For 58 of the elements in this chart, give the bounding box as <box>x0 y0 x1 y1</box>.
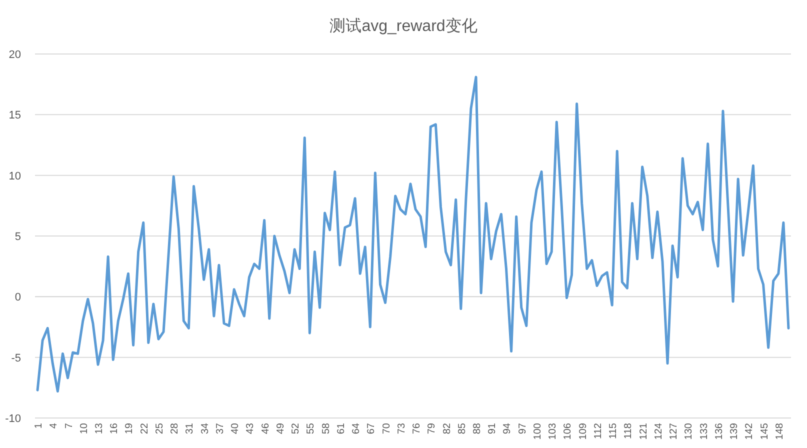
x-tick-label: 103 <box>548 422 559 440</box>
x-tick-label: 133 <box>698 422 710 440</box>
y-tick-label: 0 <box>14 292 21 304</box>
y-tick-label: 15 <box>8 110 21 122</box>
x-tick-label: 13 <box>94 422 105 434</box>
x-tick-label: 121 <box>638 422 650 440</box>
x-tick-label: 106 <box>562 422 574 440</box>
x-tick-label: 31 <box>184 422 196 434</box>
x-tick-label: 82 <box>442 422 453 434</box>
x-tick-label: 49 <box>275 422 286 434</box>
x-tick-label: 130 <box>684 422 695 440</box>
x-tick-label: 91 <box>487 422 498 434</box>
x-tick-label: 22 <box>139 422 150 434</box>
x-tick-label: 19 <box>124 422 136 434</box>
x-tick-label: 118 <box>623 422 634 439</box>
x-tick-label: 139 <box>729 422 740 440</box>
x-tick-label: 46 <box>260 422 272 434</box>
x-tick-label: 88 <box>472 422 483 434</box>
x-tick-label: 97 <box>517 422 528 434</box>
x-tick-label: 142 <box>744 422 756 440</box>
x-tick-label: 58 <box>320 422 332 434</box>
y-tick-label: -5 <box>11 352 21 364</box>
x-tick-label: 79 <box>426 422 438 434</box>
x-tick-label: 115 <box>608 422 620 439</box>
y-tick-label: 10 <box>8 170 21 182</box>
x-tick-label: 76 <box>412 422 423 434</box>
x-tick-label: 37 <box>214 422 226 434</box>
x-tick-label: 61 <box>336 422 347 434</box>
x-tick-label: 16 <box>109 422 120 434</box>
x-tick-label: 73 <box>396 422 408 434</box>
x-tick-label: 127 <box>668 422 680 440</box>
x-tick-label: 112 <box>592 422 604 439</box>
x-tick-label: 70 <box>381 422 392 434</box>
x-tick-label: 64 <box>351 422 362 434</box>
y-tick-label: 5 <box>14 231 21 243</box>
x-tick-label: 43 <box>245 422 256 434</box>
x-tick-label: 136 <box>714 422 725 440</box>
x-tick-label: 145 <box>759 422 770 440</box>
x-tick-label: 40 <box>230 422 242 434</box>
x-tick-label: 4 <box>48 422 60 429</box>
x-tick-label: 94 <box>502 422 514 434</box>
y-tick-label: -10 <box>5 413 21 425</box>
x-tick-label: 109 <box>578 422 589 440</box>
x-tick-label: 55 <box>306 422 317 434</box>
chart-title: 测试avg_reward变化 <box>330 17 478 35</box>
x-tick-label: 10 <box>78 422 90 434</box>
x-tick-label: 28 <box>170 422 181 434</box>
x-tick-label: 34 <box>200 422 211 434</box>
x-tick-label: 7 <box>64 422 75 429</box>
y-tick-label: 20 <box>8 49 21 61</box>
x-tick-label: 52 <box>290 422 302 434</box>
x-tick-label: 1 <box>34 422 45 429</box>
x-tick-label: 124 <box>653 422 664 440</box>
x-tick-label: 100 <box>532 422 544 440</box>
x-tick-label: 67 <box>366 422 378 434</box>
x-tick-label: 25 <box>154 422 166 434</box>
x-tick-label: 148 <box>774 422 786 440</box>
x-tick-label: 85 <box>456 422 468 434</box>
